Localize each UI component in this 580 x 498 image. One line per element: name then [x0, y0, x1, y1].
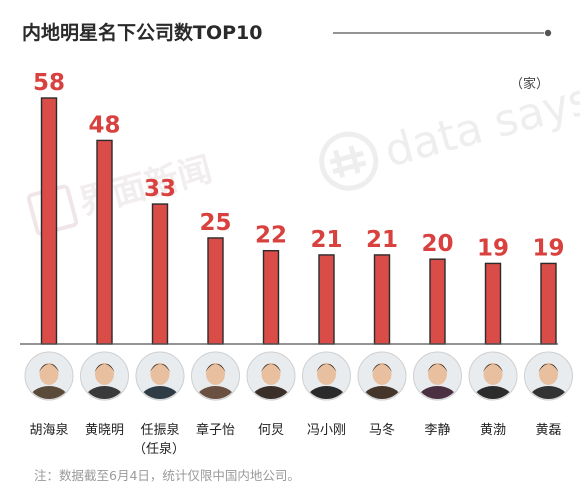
bar-8 [429, 258, 446, 345]
value-label-9: 19 [477, 235, 509, 261]
category-label-3: 任振泉 [140, 422, 179, 438]
avatars-group [24, 351, 573, 401]
bar-1 [40, 97, 58, 345]
bar-5 [262, 249, 280, 345]
category-label-8: 李静 [424, 423, 450, 438]
value-label-6: 21 [310, 227, 342, 253]
footnote: 注：数据截至6月4日，统计仅限中国内地公司。 [34, 468, 300, 483]
category-label-2: 黄晓明 [85, 423, 124, 438]
category-label-9: 黄渤 [480, 422, 506, 438]
bar-4 [207, 237, 224, 345]
avatar-li-jing [413, 351, 462, 401]
bar-2 [96, 139, 113, 345]
avatar-huang-bo [468, 351, 518, 401]
value-label-4: 25 [199, 210, 231, 236]
unit-label: （家） [510, 76, 549, 92]
category-labels-group: 胡海泉 黄晓明 任振泉 （任泉） 章子怡 何炅 冯小刚 马冬 李静 黄渤 黄磊 [29, 422, 561, 457]
value-label-8: 20 [421, 231, 453, 257]
bar-6 [318, 254, 335, 345]
avatar-ma-dong [357, 351, 407, 401]
category-label-5: 何炅 [258, 422, 284, 438]
value-label-5: 22 [255, 223, 287, 249]
chart-title: 内地明星名下公司数TOP10 [22, 21, 262, 44]
category-sublabel-3: （任泉） [133, 441, 185, 457]
avatar-huang-lei [524, 351, 573, 401]
category-label-1: 胡海泉 [29, 422, 68, 438]
category-label-6: 冯小刚 [307, 423, 346, 438]
bar-7 [373, 254, 391, 345]
value-label-7: 21 [366, 227, 398, 253]
watermark-en-text: data says [379, 73, 580, 177]
bar-3 [151, 203, 169, 345]
value-label-2: 48 [88, 112, 120, 138]
bar-10 [540, 262, 557, 345]
avatar-he-jiong [246, 351, 296, 401]
avatar-huang-xiaoming [80, 351, 129, 401]
avatar-hu-haiquan [24, 351, 74, 401]
avatar-feng-xiaogang [302, 351, 351, 401]
avatar-ren-zhenquan [135, 351, 185, 401]
category-label-10: 黄磊 [535, 423, 561, 438]
avatar-zhang-ziyi [191, 351, 240, 401]
category-label-4: 章子怡 [196, 422, 235, 438]
value-label-1: 58 [33, 70, 65, 96]
title-rule-dot [544, 29, 552, 37]
value-label-3: 33 [144, 176, 176, 202]
bar-9 [484, 262, 502, 345]
category-label-7: 马冬 [369, 422, 395, 438]
value-label-10: 19 [532, 235, 564, 261]
